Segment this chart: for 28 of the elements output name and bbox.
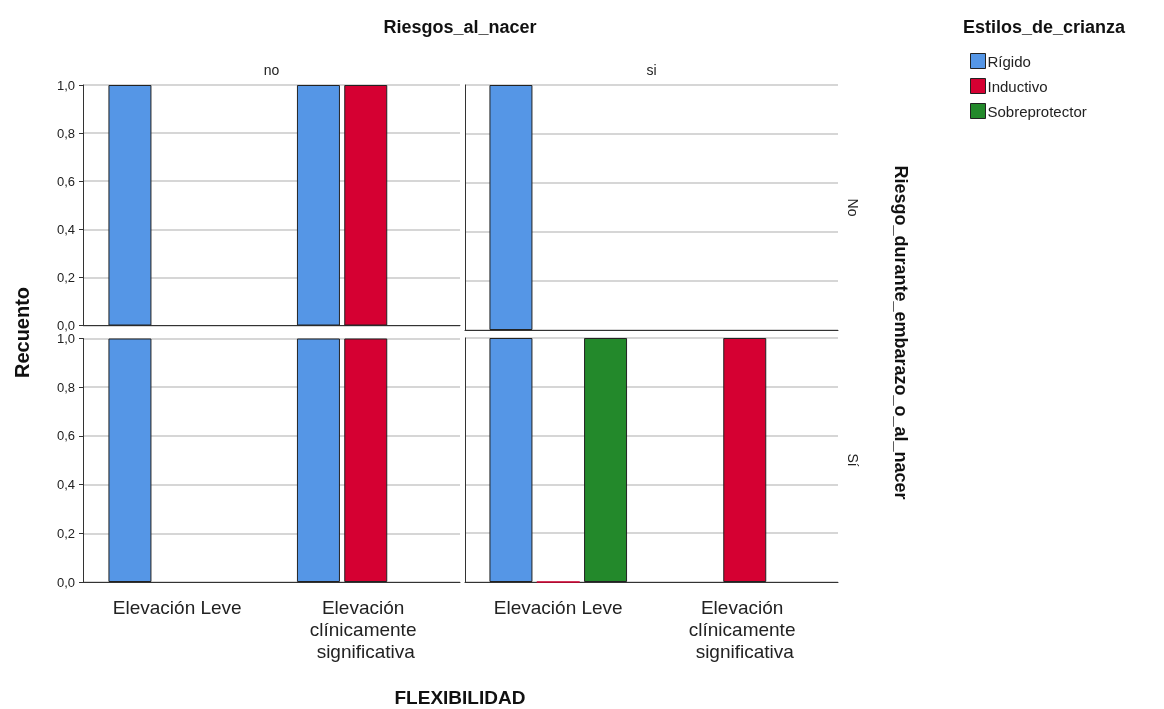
chart-title: Riesgos_al_nacer: [383, 16, 537, 38]
y-tick-label: 1,0: [56, 77, 75, 93]
legend-label: Inductivo: [987, 77, 1048, 95]
y-tick-label: 0,4: [56, 221, 75, 237]
text: Sí: [845, 453, 861, 467]
y-tick-label: 0,0: [56, 318, 75, 333]
y-tick-label: 0,8: [56, 379, 75, 395]
legend-title: Estilos_de_crianza: [963, 17, 1127, 37]
text: Riesgo_durante_embarazo_o_al_nacer: [889, 164, 911, 500]
y-tick-label: 1,0: [56, 331, 75, 346]
y-tick-label: 0,6: [56, 428, 75, 444]
text: no: [263, 62, 280, 78]
x-tick-label: Elevación clínicamente significativa: [688, 596, 801, 662]
y-tick-label: 0,6: [56, 173, 75, 189]
text: No: [845, 198, 861, 217]
text: si: [646, 62, 657, 78]
y-tick-label: 0,2: [56, 269, 75, 285]
y-tick-label: 0,2: [56, 525, 75, 541]
legend-label: Sobreprotector: [987, 102, 1087, 120]
x-tick-label: Elevación Leve: [493, 596, 623, 618]
y-tick-label: 0,4: [56, 477, 75, 493]
y-tick-label: 0,8: [56, 125, 75, 141]
x-tick-label: Elevación Leve: [112, 596, 242, 618]
x-tick-label: Elevación clínicamente significativa: [309, 596, 422, 662]
y-axis-title: Recuento: [10, 286, 34, 378]
legend-label: Rígido: [987, 52, 1031, 70]
x-axis-title: FLEXIBILIDAD: [394, 687, 526, 709]
y-tick-label: 0,0: [56, 574, 75, 590]
